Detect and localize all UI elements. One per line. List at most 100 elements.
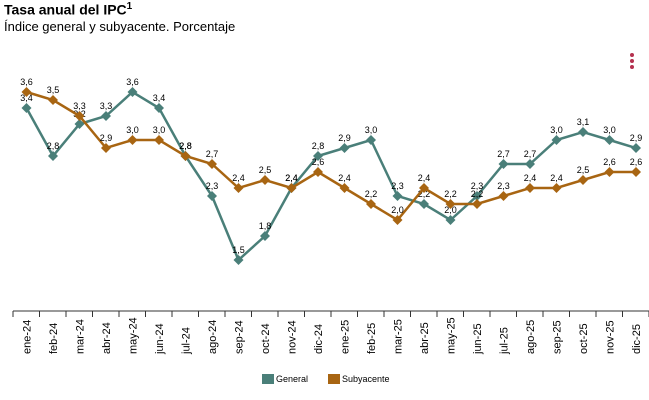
- general-marker-feb-25: [366, 135, 376, 145]
- subyacente-data-label-may-24: 3,0: [126, 125, 139, 135]
- general-marker-ago-25: [525, 159, 535, 169]
- general-data-label-jun-24: 3,4: [153, 93, 166, 103]
- subyacente-marker-dic-24: [313, 167, 323, 177]
- general-marker-sep-24: [233, 255, 244, 265]
- x-tick-label-oct-24: oct-24: [260, 323, 272, 354]
- subyacente-data-label-may-25: 2,2: [444, 189, 457, 199]
- general-marker-ene-24: [21, 103, 32, 113]
- series-line-subyacente: [26, 90, 636, 222]
- general-data-label-nov-24: 2,4: [285, 173, 298, 183]
- x-tick-label-ene-24: ene-24: [22, 320, 34, 354]
- subyacente-marker-nov-25: [604, 167, 615, 177]
- subyacente-data-label-oct-24: 2,5: [259, 165, 272, 175]
- subyacente-marker-ene-24: [21, 87, 32, 97]
- subyacente-marker-jul-25: [498, 191, 509, 201]
- subyacente-data-label-jul-25: 2,3: [497, 181, 510, 191]
- x-tick-label-may-24: may-24: [128, 317, 140, 354]
- general-data-label-abr-24: 3,3: [100, 101, 113, 111]
- general-marker-jul-25: [498, 159, 509, 169]
- subyacente-marker-feb-25: [366, 199, 376, 209]
- subyacente-data-label-sep-24: 2,4: [232, 173, 245, 183]
- general-data-label-feb-25: 3,0: [365, 125, 378, 135]
- general-data-label-abr-25: 2,2: [418, 189, 431, 199]
- x-tick-label-abr-25: abr-25: [419, 322, 431, 354]
- general-data-label-dic-24: 2,8: [312, 141, 325, 151]
- general-data-label-mar-25: 2,3: [391, 181, 404, 191]
- general-data-label-may-24: 3,6: [126, 77, 139, 87]
- subyacente-marker-oct-24: [260, 175, 270, 185]
- x-tick-label-jul-24: jul-24: [181, 327, 193, 355]
- general-data-label-sep-24: 1,5: [232, 245, 245, 255]
- general-marker-ene-25: [339, 143, 350, 153]
- subyacente-marker-ago-24: [207, 159, 217, 169]
- x-tick-label-may-25: may-25: [446, 317, 458, 354]
- x-tick-label-abr-24: abr-24: [101, 322, 113, 354]
- general-marker-abr-25: [419, 199, 429, 209]
- subyacente-marker-jun-24: [154, 135, 164, 145]
- x-tick-label-dic-24: dic-24: [313, 324, 325, 354]
- subyacente-data-label-ene-25: 2,4: [338, 173, 351, 183]
- general-data-label-oct-24: 1,8: [259, 221, 272, 231]
- general-data-label-jun-25: 2,3: [471, 181, 484, 191]
- chart-title: Tasa anual del IPC1: [4, 1, 133, 18]
- x-tick-label-dic-25: dic-25: [631, 324, 643, 354]
- subyacente-marker-mar-25: [392, 215, 403, 225]
- subyacente-marker-may-24: [127, 135, 138, 145]
- subyacente-data-label-dic-25: 2,6: [630, 157, 643, 167]
- subyacente-data-label-mar-24: 3,3: [73, 101, 86, 111]
- subyacente-marker-sep-25: [551, 183, 562, 193]
- subyacente-data-label-feb-25: 2,2: [365, 189, 378, 199]
- x-tick-label-jul-25: jul-25: [499, 327, 511, 355]
- general-marker-jun-24: [154, 103, 164, 113]
- subyacente-data-label-dic-24: 2,6: [312, 157, 325, 167]
- subyacente-marker-ago-25: [525, 183, 535, 193]
- general-marker-jun-25: [472, 191, 482, 201]
- x-tick-label-ene-25: ene-25: [340, 320, 352, 354]
- general-data-label-ago-25: 2,7: [524, 149, 537, 159]
- subyacente-data-label-nov-24: 2,4: [285, 173, 298, 183]
- subyacente-marker-sep-24: [233, 183, 244, 193]
- general-data-label-jul-25: 2,7: [497, 149, 510, 159]
- subyacente-marker-nov-24: [286, 183, 297, 193]
- x-tick-label-sep-25: sep-25: [552, 320, 564, 354]
- general-marker-mar-25: [392, 191, 403, 201]
- x-tick-label-nov-24: nov-24: [287, 320, 299, 354]
- general-marker-dic-25: [631, 143, 641, 153]
- subyacente-data-label-sep-25: 2,4: [550, 173, 563, 183]
- general-data-label-feb-24: 2,8: [47, 141, 60, 151]
- general-marker-feb-24: [48, 151, 58, 161]
- general-data-label-ene-25: 2,9: [338, 133, 351, 143]
- subyacente-marker-mar-24: [74, 111, 85, 121]
- x-tick-label-mar-25: mar-25: [393, 319, 405, 354]
- subyacente-marker-abr-25: [419, 183, 429, 193]
- x-tick-label-sep-24: sep-24: [234, 320, 246, 354]
- general-marker-oct-25: [578, 127, 588, 137]
- general-marker-may-24: [127, 87, 138, 97]
- general-data-label-may-25: 2,0: [444, 205, 457, 215]
- subyacente-marker-dic-25: [631, 167, 641, 177]
- general-data-label-ago-24: 2,3: [206, 181, 219, 191]
- subyacente-data-label-oct-25: 2,5: [577, 165, 590, 175]
- subyacente-data-label-ene-24: 3,6: [20, 77, 33, 87]
- subyacente-data-label-ago-24: 2,7: [206, 149, 219, 159]
- series-line-general: [25, 90, 637, 263]
- legend-swatch-general: [262, 374, 274, 384]
- general-marker-abr-24: [101, 111, 111, 121]
- subyacente-data-label-ago-25: 2,4: [524, 173, 537, 183]
- subyacente-marker-jun-25: [472, 199, 482, 209]
- chart-subtitle: Índice general y subyacente. Porcentaje: [4, 19, 236, 34]
- general-data-label-jul-24: 2,8: [179, 141, 192, 151]
- general-marker-dic-24: [313, 151, 323, 161]
- legend-label-general: General: [276, 374, 308, 384]
- general-marker-ago-24: [207, 191, 217, 201]
- general-data-label-oct-25: 3,1: [577, 117, 590, 127]
- x-tick-label-feb-24: feb-24: [48, 323, 60, 354]
- x-tick-label-ago-24: ago-24: [207, 320, 219, 354]
- more-vert-icon[interactable]: [628, 52, 636, 70]
- subyacente-marker-ene-25: [339, 183, 350, 193]
- subyacente-data-label-jun-24: 3,0: [153, 125, 166, 135]
- x-tick-label-jun-24: jun-24: [154, 323, 166, 355]
- general-data-label-dic-25: 2,9: [630, 133, 643, 143]
- x-tick-label-mar-24: mar-24: [75, 319, 87, 354]
